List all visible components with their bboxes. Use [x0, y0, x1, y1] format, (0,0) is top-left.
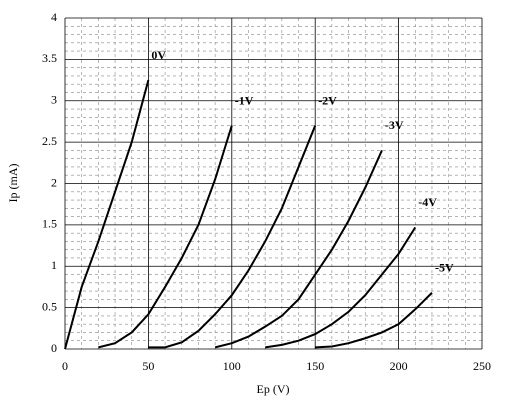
y-tick-label: 3.5: [42, 51, 57, 65]
curve: [148, 125, 317, 349]
curve-label: -5V: [435, 260, 454, 274]
x-axis-label: Ep (V): [257, 382, 290, 396]
x-tick-label: 250: [473, 359, 491, 373]
y-tick-label: 1.5: [42, 217, 57, 231]
curve: [214, 149, 383, 349]
curve-label: -3V: [385, 118, 404, 132]
y-axis-label: Ip (mA): [6, 164, 20, 203]
y-tick-label: 4: [51, 10, 57, 24]
curve: [265, 226, 417, 349]
x-tick-label: 150: [306, 359, 324, 373]
curve-label: 0V: [151, 48, 166, 62]
x-tick-label: 0: [62, 359, 68, 373]
x-tick-label: 200: [390, 359, 408, 373]
y-tick-label: 2.5: [42, 134, 57, 148]
curve-label: -2V: [318, 93, 337, 107]
y-tick-label: 0.5: [42, 299, 57, 313]
curve: [315, 292, 433, 349]
x-tick-label: 50: [142, 359, 154, 373]
y-tick-label: 1: [51, 258, 57, 272]
curve-label: -1V: [235, 93, 254, 107]
curve: [64, 79, 150, 350]
y-tick-label: 2: [51, 175, 57, 189]
curve-label: -4V: [418, 195, 437, 209]
x-tick-label: 100: [223, 359, 241, 373]
curve: [98, 125, 233, 349]
y-tick-label: 0: [51, 341, 57, 355]
y-tick-label: 3: [51, 93, 57, 107]
